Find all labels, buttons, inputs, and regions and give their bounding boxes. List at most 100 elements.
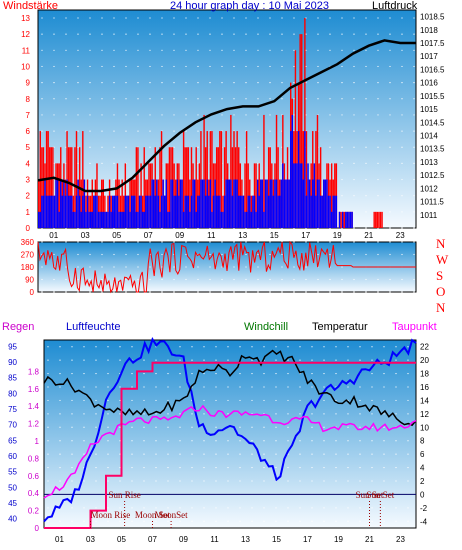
- grid-dot: [101, 49, 103, 51]
- x-tick-label: 09: [179, 535, 188, 544]
- grid-dot: [275, 346, 277, 348]
- grid-dot: [221, 291, 223, 293]
- grid-dot: [311, 372, 313, 375]
- wind-bar: [250, 211, 253, 228]
- grid-dot: [269, 291, 271, 293]
- grid-dot: [389, 162, 391, 164]
- grid-dot: [347, 480, 349, 482]
- grid-dot: [389, 82, 391, 84]
- wind-bar: [78, 195, 81, 228]
- humidity-tick-label: 95: [8, 342, 17, 351]
- grid-dot: [179, 413, 181, 415]
- wind-bar: [228, 179, 230, 228]
- gust-bar: [58, 163, 60, 228]
- wind-bar: [104, 211, 106, 228]
- grid-dot: [287, 399, 289, 402]
- pressure-tick-label: 1017.5: [420, 39, 445, 48]
- grid-dot: [305, 82, 307, 84]
- grid-dot: [383, 466, 385, 469]
- grid-dot: [155, 413, 157, 415]
- grid-dot: [263, 372, 265, 375]
- grid-dot: [185, 33, 187, 35]
- pressure-tick-label: 1017: [420, 52, 438, 61]
- grid-dot: [353, 146, 355, 148]
- panel3-x-axis-ticks: 01 03 05 07 09 11 13 15 17 19 21 23: [55, 535, 405, 544]
- grid-dot: [299, 520, 301, 522]
- grid-dot: [317, 17, 319, 19]
- grid-dot: [167, 426, 169, 428]
- gust-bar: [299, 34, 301, 229]
- gust-bar: [195, 147, 197, 228]
- grid-dot: [377, 98, 379, 100]
- grid-dot: [95, 386, 97, 388]
- grid-dot: [341, 146, 343, 148]
- grid-dot: [125, 146, 127, 148]
- grid-dot: [383, 399, 385, 402]
- wind-bar: [85, 211, 87, 228]
- grid-dot: [167, 453, 169, 455]
- grid-dot: [305, 266, 307, 268]
- grid-dot: [119, 426, 121, 428]
- grid-dot: [257, 146, 259, 148]
- wind-tick-label: 3: [26, 176, 31, 185]
- grid-dot: [389, 227, 391, 229]
- grid-dot: [227, 346, 229, 348]
- grid-dot: [191, 453, 193, 455]
- grid-dot: [305, 98, 307, 100]
- wind-bar: [266, 179, 268, 228]
- grid-dot: [227, 466, 229, 469]
- grid-dot: [203, 440, 205, 442]
- grid-dot: [383, 386, 385, 388]
- grid-dot: [305, 114, 307, 116]
- grid-dot: [389, 211, 391, 213]
- grid-dot: [173, 291, 175, 293]
- grid-dot: [281, 266, 283, 268]
- grid-dot: [281, 65, 283, 68]
- grid-dot: [161, 253, 163, 256]
- gust-bar: [215, 147, 218, 228]
- pressure-tick-label: 1011: [420, 211, 438, 220]
- grid-dot: [191, 440, 193, 442]
- grid-dot: [377, 82, 379, 84]
- wind-tick-label: 0: [26, 224, 31, 233]
- grid-dot: [293, 82, 295, 84]
- grid-dot: [227, 480, 229, 482]
- grid-dot: [113, 146, 115, 148]
- grid-dot: [365, 114, 367, 116]
- grid-dot: [311, 359, 313, 361]
- grid-dot: [407, 413, 409, 415]
- wind-bar: [278, 195, 281, 228]
- grid-dot: [293, 33, 295, 35]
- grid-dot: [377, 195, 379, 197]
- grid-dot: [401, 17, 403, 19]
- wind-bar: [239, 195, 242, 228]
- grid-dot: [353, 241, 355, 243]
- grid-dot: [245, 241, 247, 243]
- grid-dot: [239, 399, 241, 402]
- grid-dot: [401, 291, 403, 293]
- gust-bar: [71, 147, 73, 228]
- wind-bar: [308, 179, 311, 228]
- wind-tick-label: 5: [26, 143, 31, 152]
- grid-dot: [227, 453, 229, 455]
- gust-bar: [206, 131, 208, 228]
- grid-dot: [77, 82, 79, 84]
- grid-dot: [53, 49, 55, 51]
- grid-dot: [71, 399, 73, 402]
- grid-dot: [185, 65, 187, 68]
- grid-dot: [245, 33, 247, 35]
- grid-dot: [161, 291, 163, 293]
- grid-dot: [143, 426, 145, 428]
- grid-dot: [113, 65, 115, 68]
- grid-dot: [353, 130, 355, 132]
- grid-dot: [365, 162, 367, 164]
- x-tick-label: 09: [175, 231, 184, 240]
- grid-dot: [131, 453, 133, 455]
- grid-dot: [401, 98, 403, 100]
- grid-dot: [191, 359, 193, 361]
- gust-bar: [312, 131, 314, 228]
- grid-dot: [41, 49, 43, 51]
- grid-dot: [221, 278, 223, 281]
